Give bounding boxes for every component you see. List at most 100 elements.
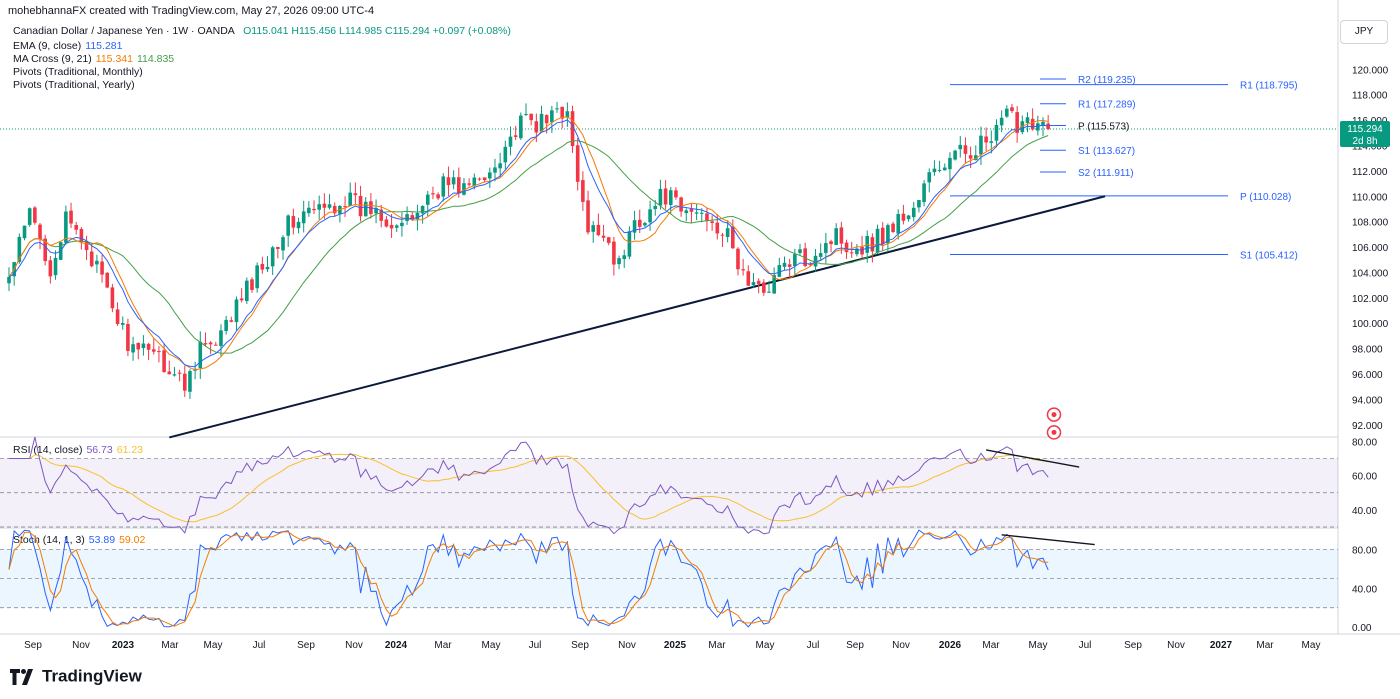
candle-body — [891, 223, 895, 233]
candle-body — [415, 212, 420, 220]
tradingview-logo-icon — [10, 668, 33, 685]
candle-body — [100, 261, 104, 275]
last-price-value: 115.294 — [1347, 124, 1383, 135]
candle-body — [839, 227, 844, 244]
time-tick-label: Nov — [345, 640, 363, 651]
candle-body — [606, 237, 611, 243]
bar-countdown: 2d 8h — [1352, 136, 1377, 147]
candle-body — [875, 228, 880, 253]
pivots-yearly-legend[interactable]: Pivots (Traditional, Yearly) — [13, 79, 135, 91]
candle-body — [731, 227, 735, 249]
candle-body — [281, 237, 285, 251]
price-tick-label: 102.000 — [1352, 294, 1389, 305]
candle-body — [1015, 112, 1019, 133]
candle-body — [7, 276, 11, 284]
rsi-legend[interactable]: RSI (14, close) 56.73 61.23 — [13, 444, 143, 456]
candle-body — [896, 214, 901, 234]
ma-fast-value: 115.341 — [95, 53, 133, 65]
stoch-k-value: 53.89 — [88, 534, 116, 546]
candle-body — [927, 172, 932, 183]
time-tick-label: 2025 — [664, 640, 687, 651]
candle-body — [89, 251, 94, 267]
candle-body — [431, 193, 435, 195]
candle-body — [451, 177, 456, 185]
ema-legend[interactable]: EMA (9, close) 115.281 — [13, 40, 122, 52]
candle-body — [798, 249, 802, 253]
tradingview-brand[interactable]: TradingView — [10, 666, 142, 687]
candle-body — [446, 177, 451, 186]
candle-body — [834, 228, 838, 245]
rsi-line — [9, 436, 1049, 535]
candle-body — [177, 372, 182, 374]
candle-body — [369, 201, 373, 215]
symbol-name[interactable]: Canadian Dollar / Japanese Yen · 1W · OA… — [13, 25, 235, 37]
candle-body — [48, 260, 53, 277]
candle-body — [539, 113, 544, 132]
candle-body — [1041, 121, 1045, 126]
rsi-band — [0, 458, 1338, 527]
candle-body — [255, 265, 259, 289]
ma-fast-line — [8, 116, 1049, 371]
candle-body — [679, 197, 683, 212]
candle-body — [198, 341, 203, 368]
time-tick-label: Sep — [24, 640, 42, 651]
candle-body — [793, 254, 797, 267]
pivot-monthly-label: S2 (111.911) — [1078, 168, 1134, 179]
candle-body — [1030, 118, 1035, 130]
candle-body — [245, 280, 249, 302]
candle-body — [565, 111, 570, 118]
candle-body — [901, 213, 906, 221]
event-marker-icon — [1046, 425, 1062, 440]
ema-line — [8, 119, 1049, 368]
candle-body — [906, 215, 911, 220]
candle-body — [534, 121, 539, 133]
price-tick-label: 98.000 — [1352, 345, 1383, 356]
candle-body — [581, 180, 585, 202]
pivot-monthly-label: R1 (117.289) — [1078, 100, 1136, 111]
pivot-monthly-label: S1 (113.627) — [1078, 146, 1135, 157]
candle-body — [808, 264, 813, 266]
candle-body — [684, 210, 689, 214]
candle-body — [787, 264, 792, 267]
candle-body — [715, 222, 720, 234]
candle-body — [663, 188, 668, 205]
candle-body — [472, 177, 477, 186]
price-tick-label: 100.000 — [1352, 319, 1389, 330]
stoch-legend[interactable]: Stoch (14, 1, 3) 53.89 59.02 — [13, 534, 145, 546]
candle-body — [844, 242, 849, 253]
candle-body — [984, 136, 988, 143]
candle-body — [994, 124, 999, 141]
stoch-d-value: 59.02 — [119, 534, 146, 546]
candle-body — [353, 193, 358, 196]
candle-body — [751, 282, 756, 286]
candle-body — [803, 248, 807, 267]
price-tick-label: 106.000 — [1352, 243, 1389, 254]
ma-cross-legend[interactable]: MA Cross (9, 21) 115.341 114.835 — [13, 53, 174, 65]
candle-body — [488, 172, 492, 179]
candle-body — [942, 167, 947, 171]
candle-body — [224, 319, 228, 332]
candle-body — [1010, 107, 1014, 112]
candle-body — [937, 169, 942, 171]
candle-body — [332, 206, 337, 214]
candle-body — [203, 343, 208, 345]
candle-body — [746, 271, 751, 286]
candle-body — [922, 183, 926, 202]
candle-body — [136, 342, 141, 350]
candle-body — [58, 242, 63, 260]
candle-body — [33, 207, 37, 223]
candle-body — [22, 225, 27, 239]
pivots-monthly-legend[interactable]: Pivots (Traditional, Monthly) — [13, 66, 143, 78]
time-tick-label: Sep — [571, 640, 589, 651]
candle-body — [38, 224, 42, 240]
time-tick-label: Nov — [1167, 640, 1185, 651]
candle-body — [374, 208, 378, 214]
candle-body — [456, 177, 461, 194]
candle-body — [653, 205, 658, 210]
candle-body — [322, 203, 327, 208]
candle-body — [586, 200, 590, 233]
candle-body — [239, 298, 244, 301]
currency-button[interactable]: JPY — [1340, 20, 1388, 44]
candle-body — [627, 231, 632, 257]
